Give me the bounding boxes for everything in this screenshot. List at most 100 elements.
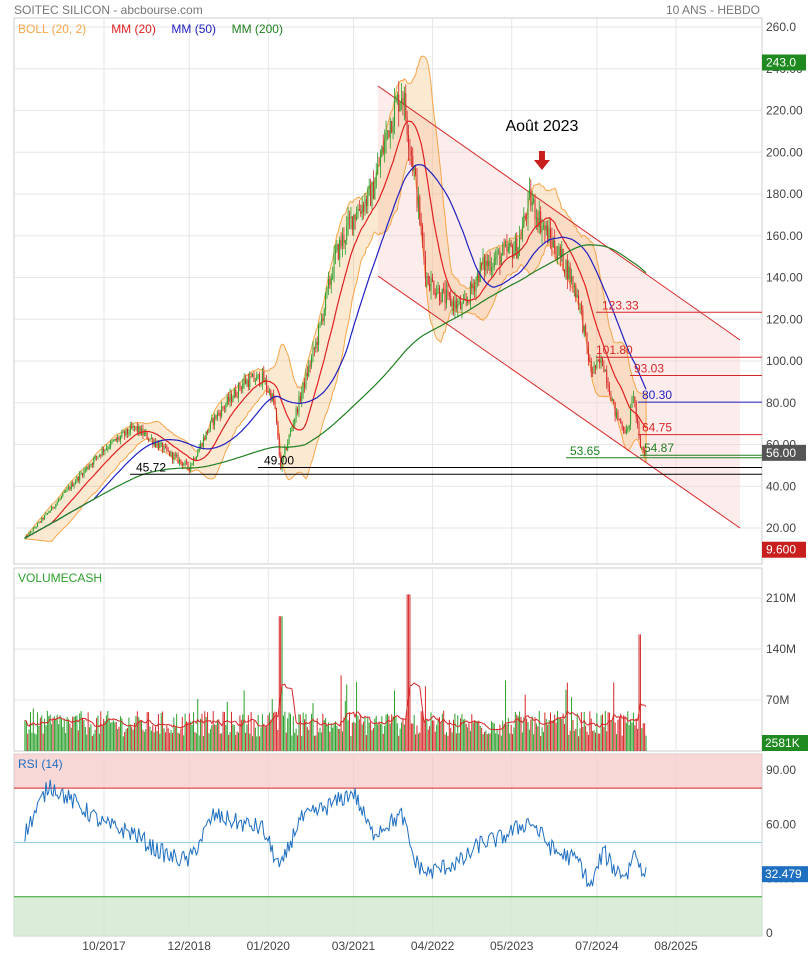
volume-bar bbox=[611, 720, 613, 751]
volume-bar bbox=[531, 716, 533, 751]
volume-bar bbox=[98, 733, 100, 751]
volume-bar bbox=[396, 723, 398, 751]
candle-body bbox=[372, 181, 374, 200]
volume-bar bbox=[533, 734, 535, 751]
volume-bar bbox=[246, 724, 248, 751]
rsi-overbought-zone bbox=[14, 754, 762, 789]
volume-bar bbox=[222, 711, 224, 751]
candle-body bbox=[509, 242, 511, 247]
volume-bar bbox=[145, 729, 147, 751]
candle-body bbox=[393, 101, 395, 127]
candle-body bbox=[297, 408, 299, 413]
volume-bar bbox=[593, 730, 595, 751]
candle-body bbox=[89, 466, 91, 469]
volume-bar bbox=[131, 726, 133, 751]
volume-bar bbox=[410, 723, 412, 751]
volume-bar bbox=[644, 723, 646, 751]
candle-body bbox=[253, 374, 255, 382]
candle-body bbox=[548, 228, 550, 243]
volume-bar bbox=[28, 729, 30, 751]
volume-bar bbox=[441, 713, 443, 751]
candle-body bbox=[472, 285, 474, 289]
volume-bar bbox=[493, 723, 495, 751]
volume-bar bbox=[195, 733, 197, 751]
channel-upper-line bbox=[377, 85, 741, 341]
volume-bar bbox=[233, 724, 235, 751]
volume-bar bbox=[159, 733, 161, 751]
volume-bar bbox=[263, 723, 265, 751]
volume-bar bbox=[74, 716, 76, 751]
candle-body bbox=[382, 146, 384, 153]
candle-body bbox=[527, 194, 529, 219]
candle-body bbox=[583, 325, 585, 332]
volume-bar bbox=[372, 728, 374, 751]
volume-panel bbox=[13, 567, 763, 752]
volume-bar bbox=[444, 734, 446, 751]
volume-bar bbox=[107, 711, 109, 751]
volume-bar bbox=[332, 727, 334, 751]
candle-body bbox=[170, 452, 172, 456]
candle-body bbox=[440, 300, 442, 303]
candle-body bbox=[155, 441, 157, 447]
x-tick-label: 12/2018 bbox=[167, 939, 211, 953]
volume-bar bbox=[624, 716, 626, 751]
volume-bar bbox=[197, 698, 199, 751]
candle-body bbox=[422, 225, 424, 241]
candle-body bbox=[218, 413, 220, 415]
volume-bar bbox=[104, 721, 106, 751]
volume-bar bbox=[559, 717, 561, 751]
volume-bar bbox=[497, 734, 499, 751]
volume-bar bbox=[58, 724, 60, 751]
candle-body bbox=[417, 196, 419, 208]
volume-bar bbox=[318, 732, 320, 751]
candle-body bbox=[367, 188, 369, 206]
candle-body bbox=[280, 455, 282, 469]
candle-body bbox=[436, 292, 438, 296]
candle-body bbox=[238, 383, 240, 397]
candle-body bbox=[535, 217, 537, 220]
volume-bar bbox=[549, 712, 551, 751]
volume-bar bbox=[311, 713, 313, 751]
volume-bar bbox=[344, 700, 346, 751]
candle-body bbox=[401, 98, 403, 103]
candle-body bbox=[554, 240, 556, 252]
volume-bar bbox=[45, 725, 47, 751]
candle-body bbox=[381, 146, 383, 157]
candle-body bbox=[37, 523, 39, 527]
volume-bar bbox=[603, 726, 605, 751]
candle-body bbox=[339, 239, 341, 259]
candle-body bbox=[318, 325, 320, 345]
candle-body bbox=[219, 413, 221, 417]
candle-body bbox=[510, 242, 512, 247]
volume-bar bbox=[302, 712, 304, 751]
volume-bar bbox=[336, 725, 338, 751]
candle-body bbox=[420, 224, 422, 226]
volume-bar bbox=[378, 721, 380, 751]
volume-bar bbox=[448, 719, 450, 751]
candle-body bbox=[378, 165, 380, 167]
volume-bar bbox=[118, 726, 120, 751]
annotation-label: Août 2023 bbox=[505, 118, 578, 135]
candle-body bbox=[424, 257, 426, 279]
volume-bar bbox=[72, 716, 74, 751]
candle-body bbox=[538, 211, 540, 227]
volume-bar bbox=[152, 725, 154, 751]
volume-bar bbox=[205, 716, 207, 751]
volume-bar bbox=[313, 735, 315, 751]
candle-body bbox=[618, 418, 620, 420]
candle-body bbox=[202, 437, 204, 447]
volume-bar bbox=[294, 732, 296, 751]
candle-body bbox=[625, 429, 627, 434]
candle-body bbox=[337, 244, 339, 259]
candle-body bbox=[252, 374, 254, 378]
volume-bar bbox=[430, 712, 432, 751]
candle-body bbox=[471, 282, 473, 289]
candle-body bbox=[212, 418, 214, 425]
volume-bar bbox=[288, 712, 290, 751]
volume-bar bbox=[427, 729, 429, 751]
candle-body bbox=[149, 438, 151, 440]
volume-bar bbox=[143, 732, 145, 751]
x-tick-label: 08/2025 bbox=[654, 939, 698, 953]
volume-bar bbox=[618, 717, 620, 751]
candle-body bbox=[49, 510, 51, 513]
